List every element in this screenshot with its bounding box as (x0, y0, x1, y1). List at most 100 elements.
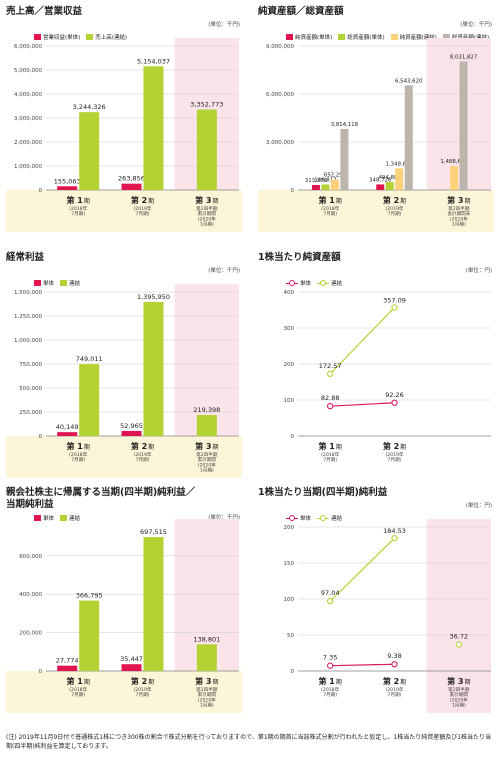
chart-svg: 0 250,000 500,000 750,000 1,000,000 1,250,000… (6, 284, 242, 478)
period-sublabel-line-1: (2019年 (133, 451, 151, 458)
period-label: 第 2期 (383, 676, 406, 686)
period-sublabel-line-2: 7月期) (323, 211, 337, 217)
chart-unit: (単位：千円) (208, 515, 240, 521)
data-point (327, 662, 334, 669)
data-label: 35,447 (120, 655, 143, 663)
y-tick-label: 4,000,000 (14, 92, 42, 98)
data-label: 82.88 (321, 394, 340, 402)
period-sublabel-line-1: 第2四半期 (196, 686, 218, 693)
data-label: 1,488,616 (440, 159, 468, 165)
data-label: 40,149 (56, 423, 79, 431)
legend-item: 営業収益(単体) (34, 33, 80, 41)
data-label: 27,774 (56, 657, 79, 665)
period-label: 第 1期 (318, 195, 341, 205)
category-band (6, 671, 242, 713)
y-tick-label: 0 (39, 669, 43, 675)
legend-label: 連結 (69, 281, 81, 287)
period-sublabel-line-2: 累計期間 (198, 691, 217, 698)
bar (395, 168, 404, 190)
period-sublabel-line-1: (2019年 (385, 205, 403, 212)
chart-legend: 営業収益(単体) 売上高(連結) (34, 33, 127, 41)
data-point (327, 597, 334, 605)
data-label: 92.26 (385, 391, 404, 399)
chart-panel-netincome: 親会社株主に帰属する当期(四半期)純利益／ 当期純利益 (単位：千円) 単体 連結 0 2… (6, 487, 242, 715)
legend-swatch (34, 34, 41, 40)
bar (121, 430, 142, 436)
y-tick-label: 6,000,000 (14, 44, 42, 50)
period-sublabel-line-4: 1月期) (452, 222, 466, 228)
data-point (455, 641, 462, 648)
chart-panel-sales: 売上高／営業収益 (単位：千円) 営業収益(単体) 売上高(連結) 0 1,000,000… (6, 6, 242, 234)
period-sublabel-line-4: 1月期) (200, 703, 214, 709)
series-line (329, 537, 395, 602)
legend-label: 単体 (300, 281, 312, 287)
data-label: 184.53 (383, 527, 406, 535)
chart-title: 1株当たり当期(四半期)純利益 (258, 487, 388, 498)
period-sublabel-line-3: (2020年 (198, 215, 216, 222)
bar (196, 414, 217, 436)
period-sublabel-line-1: (2018年 (321, 451, 339, 458)
period-sublabel-line-1: (2019年 (385, 686, 403, 693)
period-sublabel-line-1: (2018年 (69, 451, 87, 458)
chart-unit: (単位：千円) (208, 268, 240, 274)
data-label: 263,856 (118, 175, 145, 183)
chart-svg: 0 1,000,000 2,000,000 3,000,000 4,000,000 5,0… (6, 38, 242, 232)
series-line (330, 402, 395, 407)
y-tick-label: 250,000 (19, 410, 42, 416)
chart-title: 経常利益 (6, 252, 45, 263)
period-sublabel-line-1: (2018年 (69, 205, 87, 212)
chart-title: 売上高／営業収益 (6, 6, 83, 17)
legend-swatch (338, 34, 346, 40)
y-tick-label: 400,000 (19, 592, 42, 598)
y-tick-label: 0 (39, 434, 43, 440)
period-sublabel-line-1: 第2四半期 (196, 205, 218, 212)
period-label: 第 2期 (131, 441, 154, 451)
chart-unit: (単位：千円) (460, 22, 492, 28)
data-point (327, 370, 334, 378)
legend-label: 連結 (69, 516, 81, 522)
legend-item: 単体 (286, 279, 311, 287)
legend-swatch (60, 280, 68, 286)
bar (121, 664, 142, 671)
period-label: 第 3期 (195, 676, 218, 686)
y-tick-label: 300 (284, 326, 295, 332)
legend-item: 連結 (60, 514, 80, 522)
category-band (6, 190, 242, 232)
data-label: 3,244,326 (73, 103, 106, 111)
period-label: 第 1期 (66, 195, 89, 205)
legend-swatch (60, 515, 68, 521)
data-label: 3,814,118 (331, 122, 359, 128)
period-sublabel-line-2: 累計期間 (450, 691, 469, 698)
legend-swatch (317, 280, 330, 286)
legend-swatch (286, 515, 298, 521)
data-label: 5,154,037 (137, 57, 170, 65)
period-label: 第 2期 (383, 195, 406, 205)
data-label: 749,011 (76, 355, 103, 363)
data-label: 697,515 (140, 528, 167, 536)
legend-swatch (317, 515, 330, 521)
y-tick-label: 5,000,000 (14, 68, 42, 74)
bar (79, 112, 100, 190)
bar (57, 186, 78, 190)
data-label: 9.38 (387, 652, 401, 660)
period-label: 第 3期 (195, 441, 218, 451)
period-sublabel-line-1: (2018年 (321, 205, 339, 212)
period-sublabel-line-2: 累計期間 (198, 456, 217, 463)
period-sublabel-line-2: 会計期間末 (447, 210, 470, 217)
legend-label: 純資産額(連結) (399, 35, 437, 41)
y-tick-label: 200 (284, 362, 295, 368)
period-sublabel-line-2: 累計期間 (198, 210, 217, 217)
chart-title: 親会社株主に帰属する当期(四半期)純利益／ 当期純利益 (6, 487, 196, 510)
series-line (330, 663, 395, 667)
period-sublabel-line-2: 7月期) (136, 211, 150, 217)
legend-item: 連結 (60, 279, 80, 287)
data-label: 138,801 (193, 635, 220, 643)
y-tick-label: 0 (39, 188, 43, 194)
period-sublabel-line-2: 7月期) (388, 211, 402, 217)
chart-legend: 単体 連結 (286, 279, 342, 287)
data-label: 155,063 (54, 177, 81, 185)
period-sublabel-line-2: 7月期) (388, 692, 402, 698)
chart-legend: 単体 連結 (34, 514, 80, 522)
